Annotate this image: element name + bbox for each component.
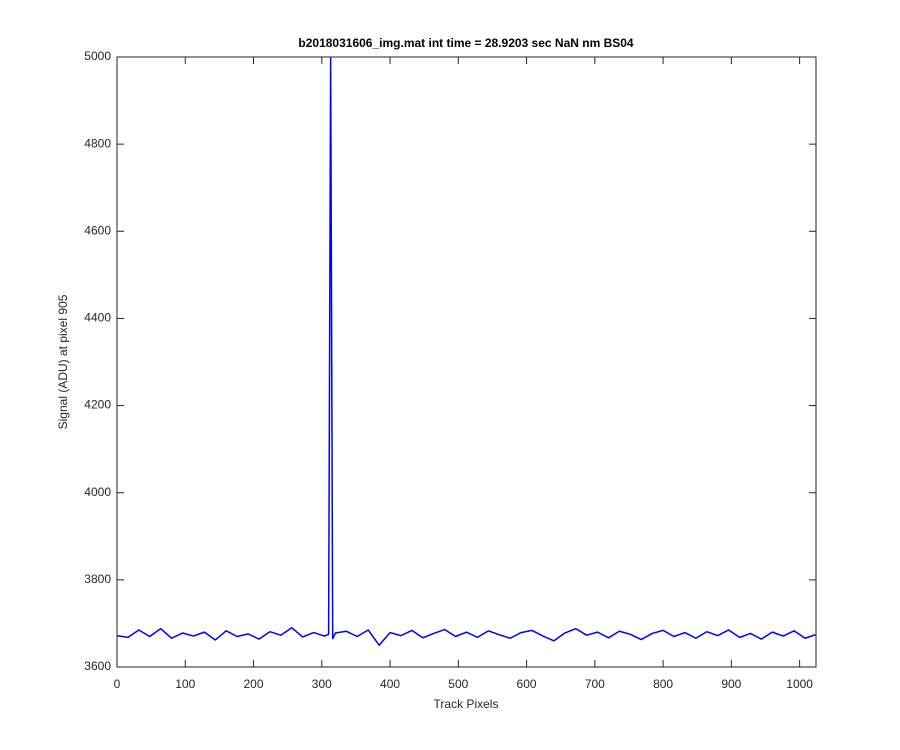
y-axis-label: Signal (ADU) at pixel 905 — [56, 294, 70, 429]
chart-title: b2018031606_img.mat int time = 28.9203 s… — [298, 36, 634, 50]
x-tick-label: 200 — [244, 677, 264, 691]
y-tick-label: 4400 — [84, 311, 111, 325]
x-tick-label: 0 — [114, 677, 121, 691]
y-tick-label: 3800 — [84, 572, 111, 586]
x-tick-label: 600 — [517, 677, 537, 691]
y-tick-label: 4600 — [84, 223, 111, 237]
y-tick-label: 4200 — [84, 398, 111, 412]
x-tick-label: 400 — [380, 677, 400, 691]
y-tick-label: 4800 — [84, 136, 111, 150]
axes-box — [116, 56, 817, 668]
x-tick-label: 700 — [585, 677, 605, 691]
y-tick-label: 5000 — [84, 49, 111, 63]
data-line — [117, 57, 816, 646]
plot-area — [117, 57, 816, 646]
x-axis-label: Track Pixels — [434, 697, 499, 711]
x-tick-label: 1000 — [786, 677, 813, 691]
x-tick-label: 900 — [721, 677, 741, 691]
x-tick-label: 500 — [448, 677, 468, 691]
x-tick-label: 300 — [312, 677, 332, 691]
x-tick-label: 800 — [653, 677, 673, 691]
y-tick-label: 4000 — [84, 485, 111, 499]
y-tick-label: 3600 — [84, 659, 111, 673]
x-tick-label: 100 — [175, 677, 195, 691]
